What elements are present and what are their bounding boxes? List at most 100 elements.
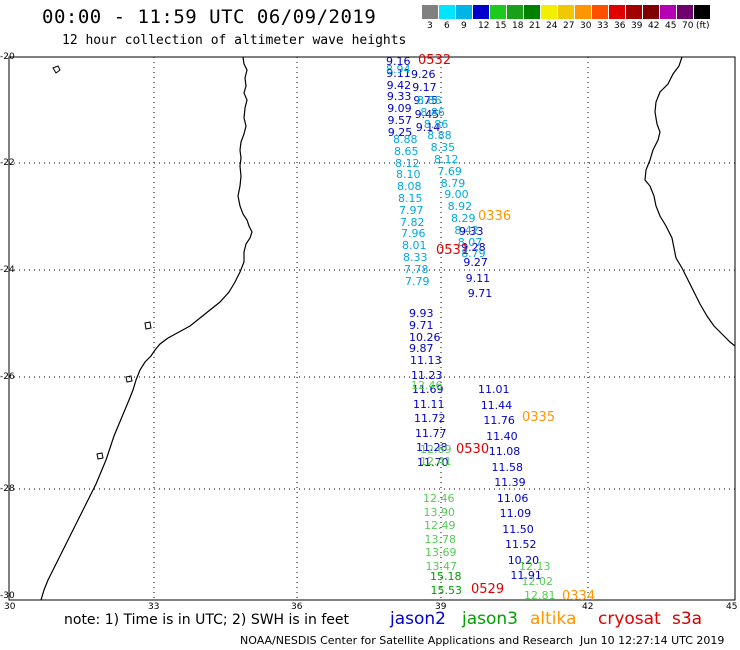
jason2-value: 11.70 <box>417 455 449 469</box>
jason3-value: 8.79 <box>461 247 486 261</box>
jason2-value: 9.33 <box>459 225 484 238</box>
jason3-value: 8.79 <box>440 176 466 190</box>
wave-height-colorbar <box>422 5 711 19</box>
jason2-value: 10.26 <box>409 330 441 344</box>
colorbar-swatch <box>626 5 643 19</box>
pass-label: 0335 <box>522 410 556 425</box>
altika-value: 12.46 <box>411 379 443 392</box>
colorbar-label: 42 <box>648 21 660 31</box>
jason3-value: 8.86 <box>417 94 442 107</box>
page-title: 00:00 - 11:59 UTC 06/09/2019 <box>42 6 377 28</box>
altika-value: 12.02 <box>521 574 554 588</box>
altika-value: 13.90 <box>423 505 456 519</box>
colorbar-label: 18 <box>512 21 524 31</box>
pass-label: 0334 <box>562 589 596 604</box>
lon-label: 33 <box>148 602 160 612</box>
colorbar-label: 30 <box>580 21 592 31</box>
jason3-value: 8.07 <box>457 235 483 249</box>
lon-label: 39 <box>435 602 447 612</box>
lake-outline <box>52 65 61 74</box>
legend-jason2: jason2 <box>390 609 446 629</box>
jason2-value: 9.27 <box>463 256 488 269</box>
footer-note: note: 1) Time is in UTC; 2) SWH is in fe… <box>64 612 350 628</box>
legend-cryosat: cryosat <box>598 609 661 629</box>
lon-label: 30 <box>4 602 16 612</box>
altika-value: 13.78 <box>424 532 457 546</box>
jason3-value: 8.35 <box>430 141 456 155</box>
jason2-value: 9.75 <box>413 94 438 108</box>
colorbar-label: 21 <box>529 21 541 31</box>
jason3-value: 7.82 <box>400 215 425 229</box>
jason3-value: 8.86 <box>423 117 449 131</box>
jason3-value: 8.12 <box>395 156 420 170</box>
altika-value: 12.46 <box>423 492 455 505</box>
jason2-value: 9.87 <box>409 342 434 356</box>
colorbar-swatch <box>422 5 439 19</box>
colorbar-swatch <box>575 5 592 19</box>
colorbar-swatch <box>660 5 677 19</box>
colorbar-label: 33 <box>597 21 609 31</box>
pass-label: 0530 <box>456 442 490 457</box>
colorbar-swatch <box>643 5 660 19</box>
colorbar-label: (ft) <box>696 21 710 31</box>
legend-jason3: jason3 <box>462 609 518 629</box>
jason2-value: 9.14 <box>415 120 441 134</box>
jason2-value: 9.11 <box>465 271 491 285</box>
lat-label: -20 <box>0 52 15 62</box>
lake-outline <box>96 452 104 460</box>
colorbar-label: 3 <box>427 21 433 31</box>
jason2-value: 9.11 <box>386 66 411 80</box>
jason2-value: 9.16 <box>386 55 411 68</box>
madagascar-coastline <box>644 56 736 347</box>
colorbar-label: 27 <box>563 21 575 31</box>
jason3-value: 7.78 <box>404 262 429 276</box>
jason3-value: 7.96 <box>401 227 426 241</box>
jason3-value: 15.53 <box>430 584 463 597</box>
colorbar-swatch <box>694 5 711 19</box>
altika-value: 12.81 <box>524 589 556 602</box>
jason2-value: 9.42 <box>386 78 412 92</box>
pass-label: 0531 <box>436 243 470 258</box>
colorbar-label: 70 <box>682 21 694 31</box>
jason2-value: 11.23 <box>411 368 443 382</box>
altika-value: 12.13 <box>519 560 551 573</box>
jason2-value: 11.39 <box>494 476 526 489</box>
colorbar-swatch <box>592 5 609 19</box>
jason2-value: 11.13 <box>410 354 442 367</box>
jason2-value: 11.01 <box>478 383 510 396</box>
colorbar-label: 12 <box>478 21 490 31</box>
colorbar-label: 6 <box>444 21 450 31</box>
jason2-value: 11.06 <box>496 491 529 505</box>
jason2-value: 9.33 <box>386 90 412 104</box>
colorbar-swatch <box>677 5 694 19</box>
pass-label: 0529 <box>471 582 505 597</box>
pass-label: 0532 <box>418 53 452 68</box>
jason2-value: 9.28 <box>461 240 486 254</box>
lon-label: 42 <box>582 602 594 612</box>
colorbar-swatch <box>473 5 490 19</box>
colorbar-swatch <box>490 5 507 19</box>
altika-value: 12.41 <box>420 454 452 468</box>
page-subtitle: 12 hour collection of altimeter wave hei… <box>62 33 407 48</box>
jason3-value: 9.00 <box>444 188 469 202</box>
jason2-value: 11.91 <box>510 569 542 582</box>
jason2-value: 11.08 <box>488 445 521 458</box>
jason3-value: 8.65 <box>394 144 419 158</box>
altika-value: 12.69 <box>420 443 452 456</box>
altika-value: 13.69 <box>425 546 457 559</box>
colorbar-swatch <box>524 5 541 19</box>
altika-value: 13.47 <box>425 559 458 573</box>
colorbar-labels: 3 6 9 12 15 18 21 24 27 30 33 36 39 42 45 70 (ft) <box>422 21 740 33</box>
jason2-value: 11.40 <box>486 429 518 443</box>
lat-label: -30 <box>0 591 15 601</box>
credit-line: NOAA/NESDIS Center for Satellite Applica… <box>240 634 574 647</box>
africa-coastline <box>40 56 253 601</box>
lat-label: -26 <box>0 372 15 382</box>
colorbar-label: 9 <box>461 21 467 31</box>
jason2-value: 9.57 <box>387 114 413 127</box>
colorbar-label: 24 <box>546 21 558 31</box>
jason2-value: 11.69 <box>412 383 444 396</box>
lat-label: -28 <box>0 484 15 494</box>
altika-value: 12.49 <box>424 519 456 532</box>
lat-label: -24 <box>0 265 15 275</box>
